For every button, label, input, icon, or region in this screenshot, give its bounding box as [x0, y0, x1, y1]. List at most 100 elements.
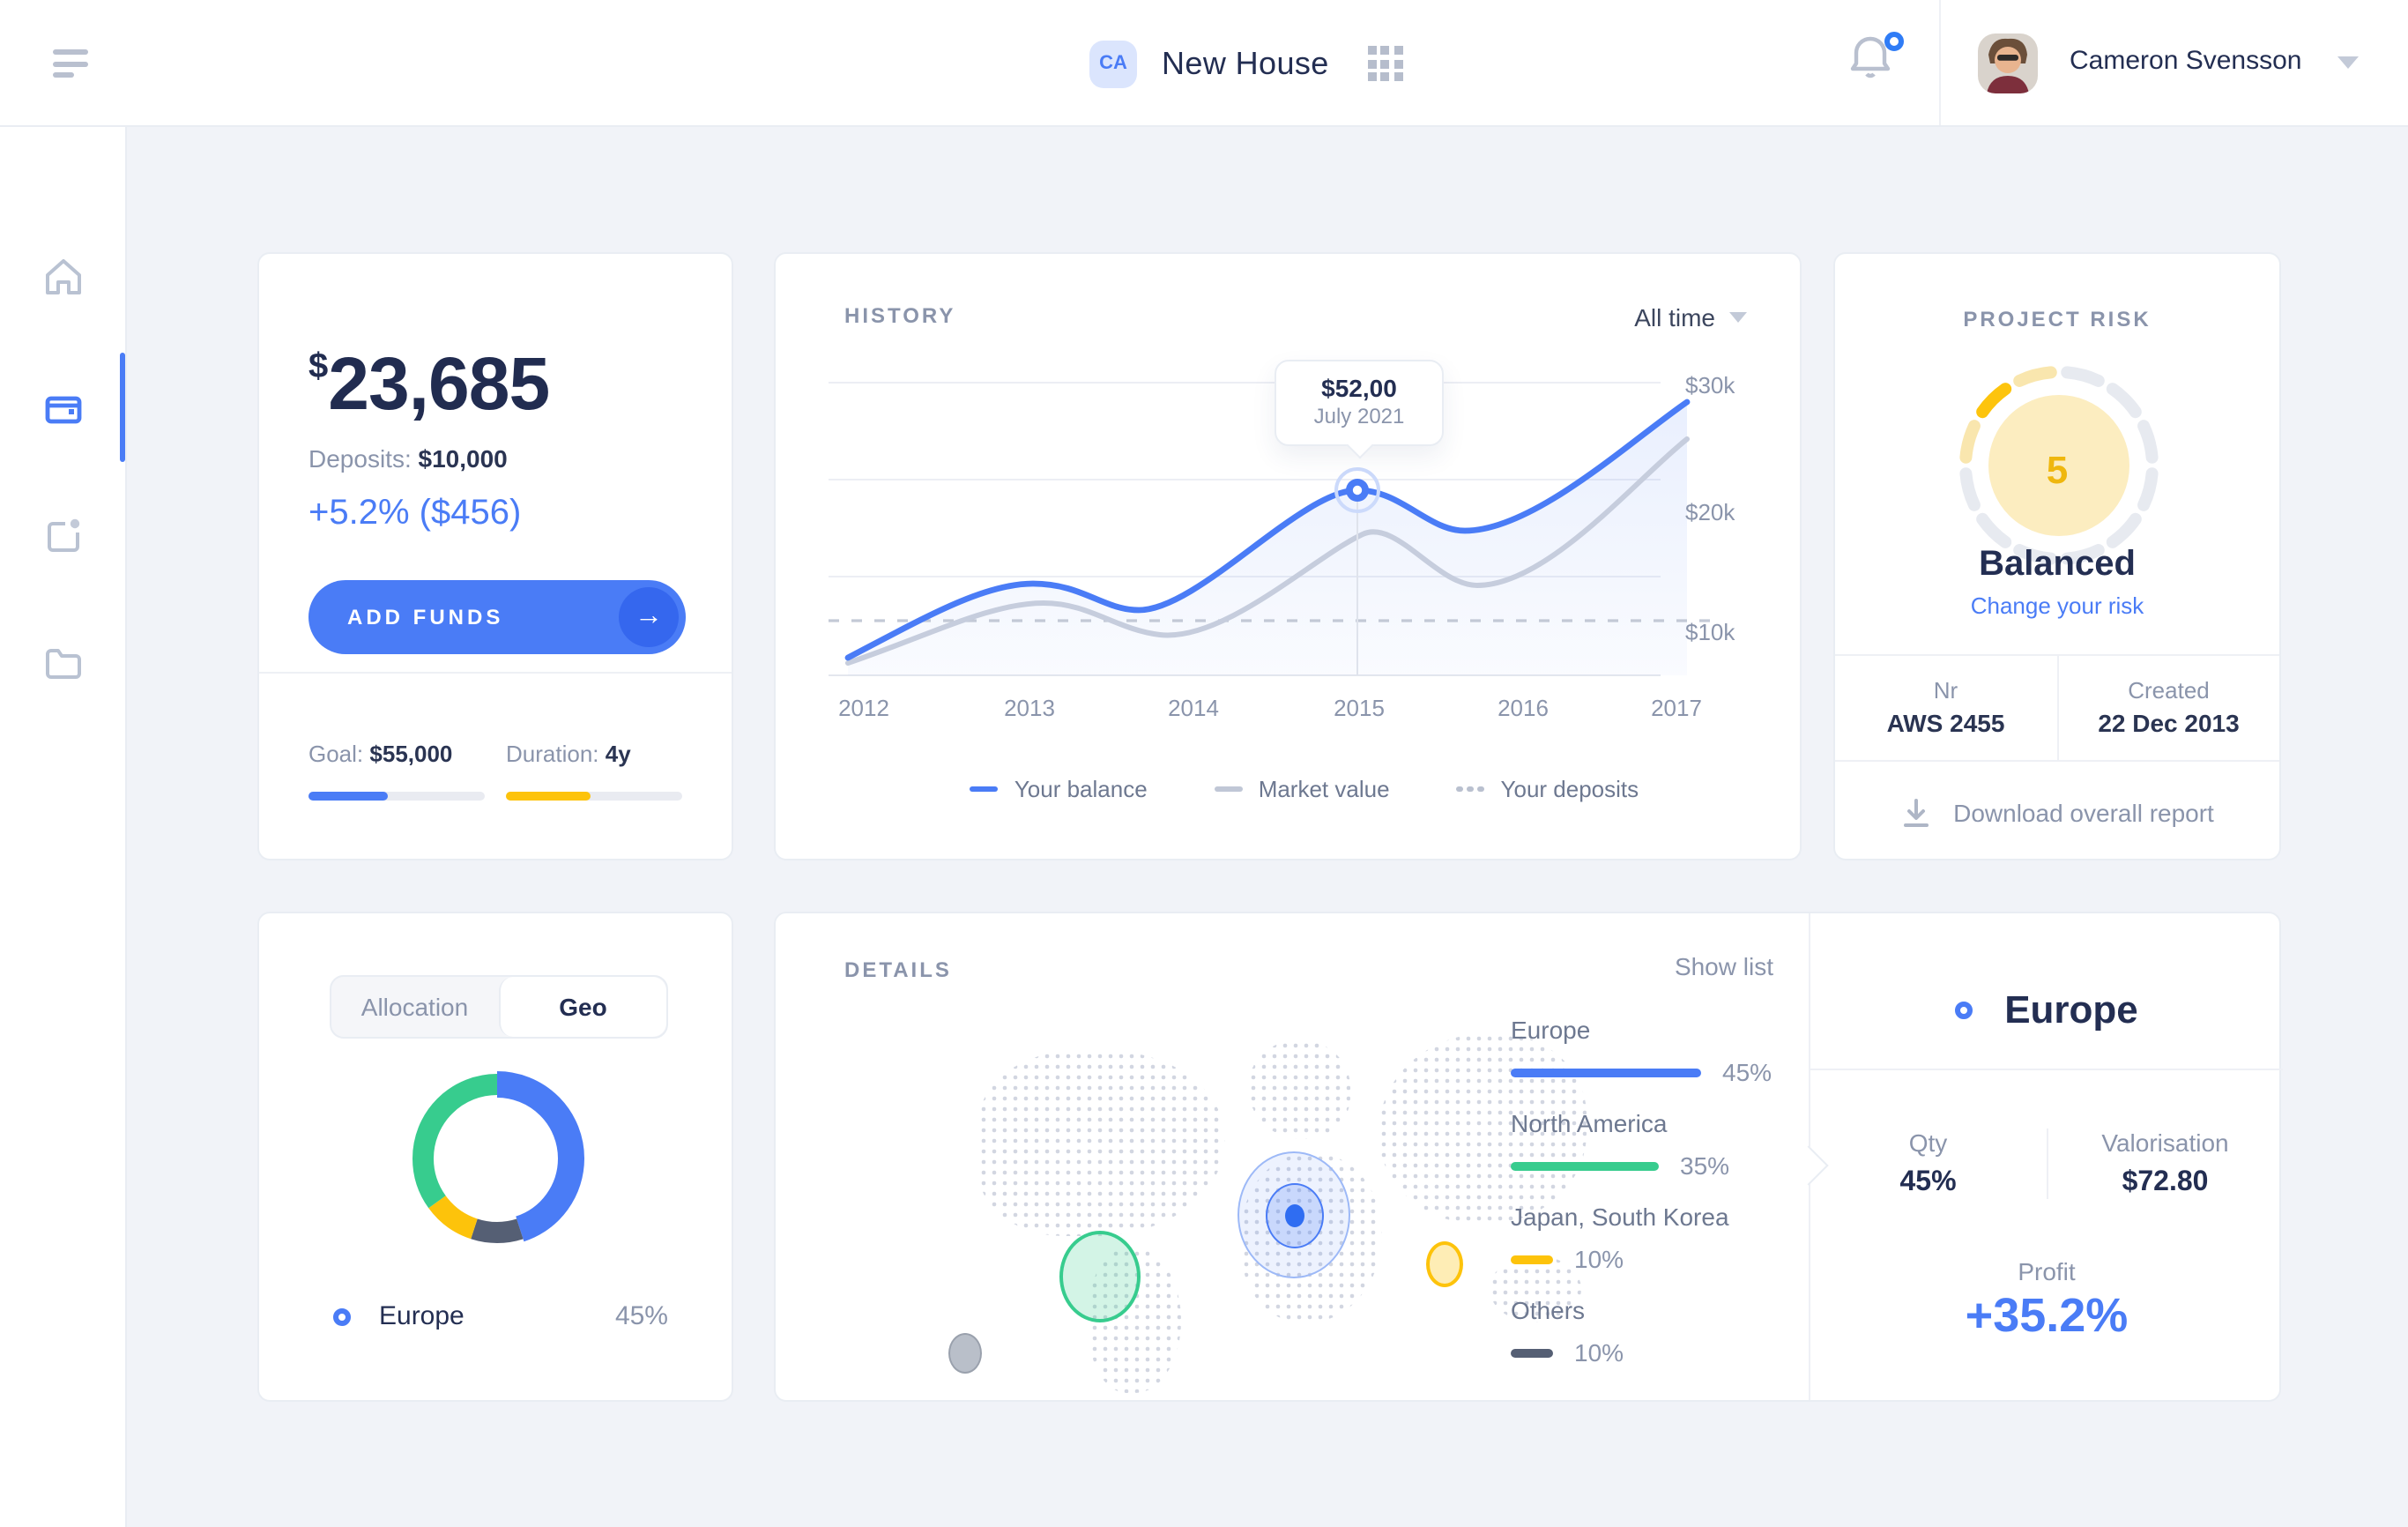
geo-donut-chart [410, 1071, 584, 1246]
tooltip-date: July 2021 [1313, 404, 1405, 428]
user-menu-caret-icon[interactable] [2337, 56, 2359, 69]
tab-allocation[interactable]: Allocation [360, 993, 469, 1021]
add-funds-label: ADD FUNDS [347, 605, 504, 629]
x-tick: 2014 [1168, 695, 1219, 721]
project-risk-card: PROJECT RISK 5 Balanced Change your risk… [1833, 252, 2281, 860]
geo-item-value: 10% [1574, 1338, 1624, 1367]
sidebar-item-home[interactable] [0, 227, 127, 326]
topbar: CA New House Cameron Svensson [0, 0, 2408, 127]
time-range-value: All time [1634, 303, 1715, 331]
duration-block: Duration: 4y [506, 741, 682, 801]
geo-item-others[interactable]: Others 10% [1511, 1296, 1793, 1367]
chevron-down-icon [1729, 312, 1747, 323]
sidebar-active-indicator [120, 353, 125, 462]
europe-bullet-icon [333, 1307, 351, 1325]
currency-symbol: $ [308, 347, 329, 386]
qty-label: Qty [1908, 1128, 1948, 1157]
geo-bar-europe [1511, 1068, 1701, 1076]
add-funds-button[interactable]: ADD FUNDS → [308, 580, 686, 654]
map-australia [1490, 1255, 1581, 1322]
bubble-north-america[interactable] [1059, 1231, 1141, 1322]
notification-bell-icon[interactable] [1847, 32, 1907, 95]
sidebar-item-portfolio[interactable] [0, 358, 127, 457]
legend-swatch-gray [1214, 786, 1243, 792]
geo-item-north-america[interactable]: North America 35% [1511, 1109, 1793, 1180]
history-chart: $30k $20k $10k [829, 360, 1780, 801]
map-north-america [978, 1051, 1225, 1236]
geo-bar-north-america [1511, 1161, 1659, 1170]
panel-divider [1810, 1069, 2283, 1070]
geo-item-value: 35% [1680, 1151, 1730, 1180]
sidebar-item-notes[interactable] [0, 485, 127, 584]
donut-legend-row[interactable]: Europe 45% [333, 1301, 668, 1331]
legend-swatch-blue [970, 786, 999, 792]
balance-change: +5.2% ($456) [308, 494, 522, 533]
duration-value: 4y [605, 741, 631, 767]
user-name[interactable]: Cameron Svensson [2070, 46, 2302, 76]
download-label: Download overall report [1953, 798, 2214, 826]
bubble-japan[interactable] [1426, 1241, 1463, 1287]
donut-legend-value: 45% [614, 1301, 668, 1331]
apps-grid-icon[interactable] [1367, 46, 1403, 81]
card-divider [259, 672, 732, 674]
geo-item-japan[interactable]: Japan, South Korea 10% [1511, 1203, 1793, 1273]
legend-your-balance: Your balance [970, 776, 1148, 802]
map-europe [1248, 1040, 1350, 1139]
created-cell: Created 22 Dec 2013 [2056, 656, 2279, 760]
risk-level: Balanced [1979, 545, 2136, 584]
bubble-europe-center [1285, 1204, 1304, 1227]
legend-your-deposits: Your deposits [1456, 776, 1639, 802]
goal-value: $55,000 [369, 741, 453, 767]
allocation-card: Allocation Geo Europe 45% [257, 912, 733, 1402]
hamburger-menu-icon[interactable] [53, 49, 92, 78]
deposits-label: Deposits: [308, 444, 412, 473]
project-risk-title: PROJECT RISK [1963, 307, 2152, 331]
geo-item-label: North America [1511, 1109, 1668, 1137]
bubble-others[interactable] [948, 1333, 982, 1374]
qty-value: 45% [1899, 1167, 1957, 1197]
allocation-tabs: Allocation Geo [330, 975, 668, 1039]
details-title: DETAILS [844, 957, 952, 982]
geo-item-value: 45% [1722, 1058, 1773, 1086]
page-title: New House [1162, 45, 1329, 80]
europe-panel: Europe Qty 45% Valorisation $72.80 Profi… [1810, 913, 2283, 1400]
x-axis: 2012 2013 2014 2015 2016 2017 [829, 695, 1780, 730]
created-label: Created [2128, 677, 2210, 704]
goal-block: Goal: $55,000 [308, 741, 485, 801]
x-tick: 2012 [838, 695, 889, 721]
goal-label: Goal: [308, 741, 364, 767]
world-map [881, 1023, 1587, 1393]
download-icon [1904, 798, 1929, 826]
x-tick: 2013 [1004, 695, 1055, 721]
x-tick: 2016 [1498, 695, 1549, 721]
donut-legend-label: Europe [379, 1301, 465, 1331]
chart-tooltip: $52,00 July 2021 [1275, 360, 1444, 459]
legend-label: Your deposits [1500, 776, 1639, 802]
total-balance: $23,685 [308, 342, 682, 427]
legend-label: Market value [1258, 776, 1390, 802]
your-balance-series [844, 399, 1691, 661]
arrow-right-icon: → [619, 587, 679, 647]
sidebar-item-files[interactable] [0, 614, 127, 712]
europe-panel-title: Europe [2004, 987, 2138, 1032]
tab-geo[interactable]: Geo [498, 977, 666, 1037]
valorisation-label: Valorisation [2101, 1128, 2229, 1157]
y-tick-20k: $20k [1685, 499, 1735, 525]
profit-stat: Profit +35.2% [1810, 1257, 2283, 1344]
time-range-select[interactable]: All time [1634, 303, 1747, 331]
duration-progressbar [506, 792, 682, 801]
workspace-badge[interactable]: CA [1089, 40, 1137, 87]
legend-market-value: Market value [1214, 776, 1390, 802]
europe-bullet-icon [1955, 1002, 1973, 1019]
valorisation-value: $72.80 [2122, 1167, 2209, 1197]
geo-item-europe[interactable]: Europe 45% [1511, 1016, 1793, 1086]
download-report-button[interactable]: Download overall report [1835, 762, 2279, 862]
y-tick-30k: $30k [1685, 372, 1735, 399]
legend-swatch-dots [1456, 786, 1485, 792]
tooltip-value: $52,00 [1321, 374, 1397, 402]
legend-label: Your balance [1014, 776, 1148, 802]
geo-bar-japan [1511, 1255, 1553, 1263]
change-risk-link[interactable]: Change your risk [1970, 592, 2144, 619]
show-list-link[interactable]: Show list [1674, 952, 1773, 980]
user-avatar[interactable] [1978, 34, 2038, 93]
